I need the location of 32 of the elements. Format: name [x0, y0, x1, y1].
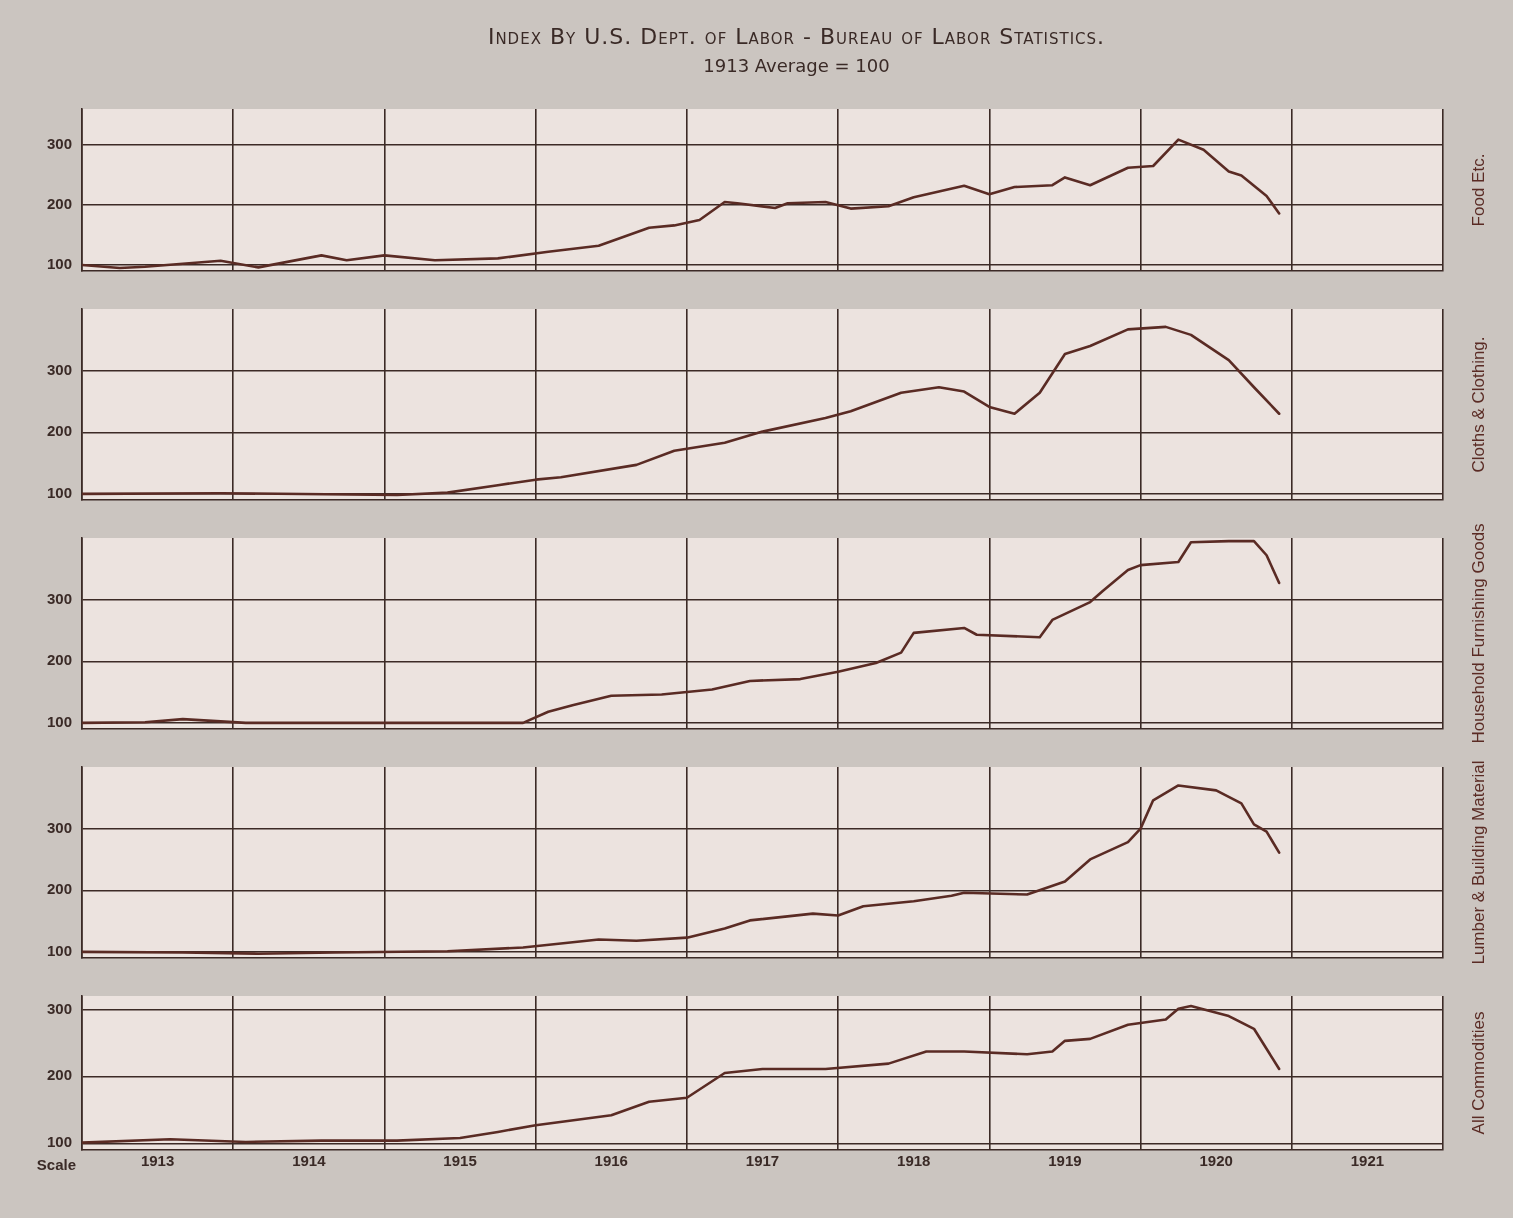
y-tick-label: 100 — [46, 255, 72, 273]
y-tick-label: 100 — [46, 712, 72, 730]
text: Household Furnishing Goods — [1468, 523, 1488, 744]
chart-title: Index By U.S. Dept. of Labor - Bureau of Labor Statistics. — [486, 24, 1107, 49]
y-tick-label: 200 — [46, 422, 72, 440]
y-tick-label: 200 — [46, 195, 72, 213]
x-tick-label: 1915 — [443, 1152, 477, 1170]
y-tick-label: 100 — [46, 483, 72, 501]
text: Cloths & Clothing. — [1468, 336, 1488, 473]
y-tick-label: 100 — [46, 1133, 72, 1151]
x-tick-label: 1913 — [140, 1152, 175, 1170]
y-tick-label: 200 — [46, 880, 72, 898]
text: Food Etc. — [1468, 153, 1488, 227]
chart-subtitle: 1913 Average = 100 — [702, 55, 891, 76]
y-tick-label: 100 — [46, 941, 72, 959]
x-tick-label: 1918 — [897, 1152, 931, 1170]
y-tick-label: 300 — [46, 135, 72, 153]
x-tick-label: 1921 — [1350, 1152, 1385, 1170]
x-tick-label: 1919 — [1048, 1152, 1082, 1170]
y-tick-label: 300 — [46, 818, 72, 836]
y-tick-label: 300 — [46, 589, 72, 607]
text: Lumber & Building Material — [1468, 760, 1488, 965]
x-tick-label: 1920 — [1199, 1152, 1233, 1170]
y-tick-label: 300 — [46, 999, 72, 1017]
y-tick-label: 200 — [46, 1066, 72, 1084]
y-tick-label: 200 — [46, 651, 72, 669]
text: All Commodities — [1468, 1011, 1488, 1135]
text: Scale — [36, 1156, 76, 1174]
x-tick-label: 1917 — [745, 1152, 780, 1170]
x-tick-label: 1916 — [594, 1152, 628, 1170]
x-tick-label: 1914 — [292, 1152, 327, 1170]
y-tick-label: 300 — [46, 360, 72, 378]
